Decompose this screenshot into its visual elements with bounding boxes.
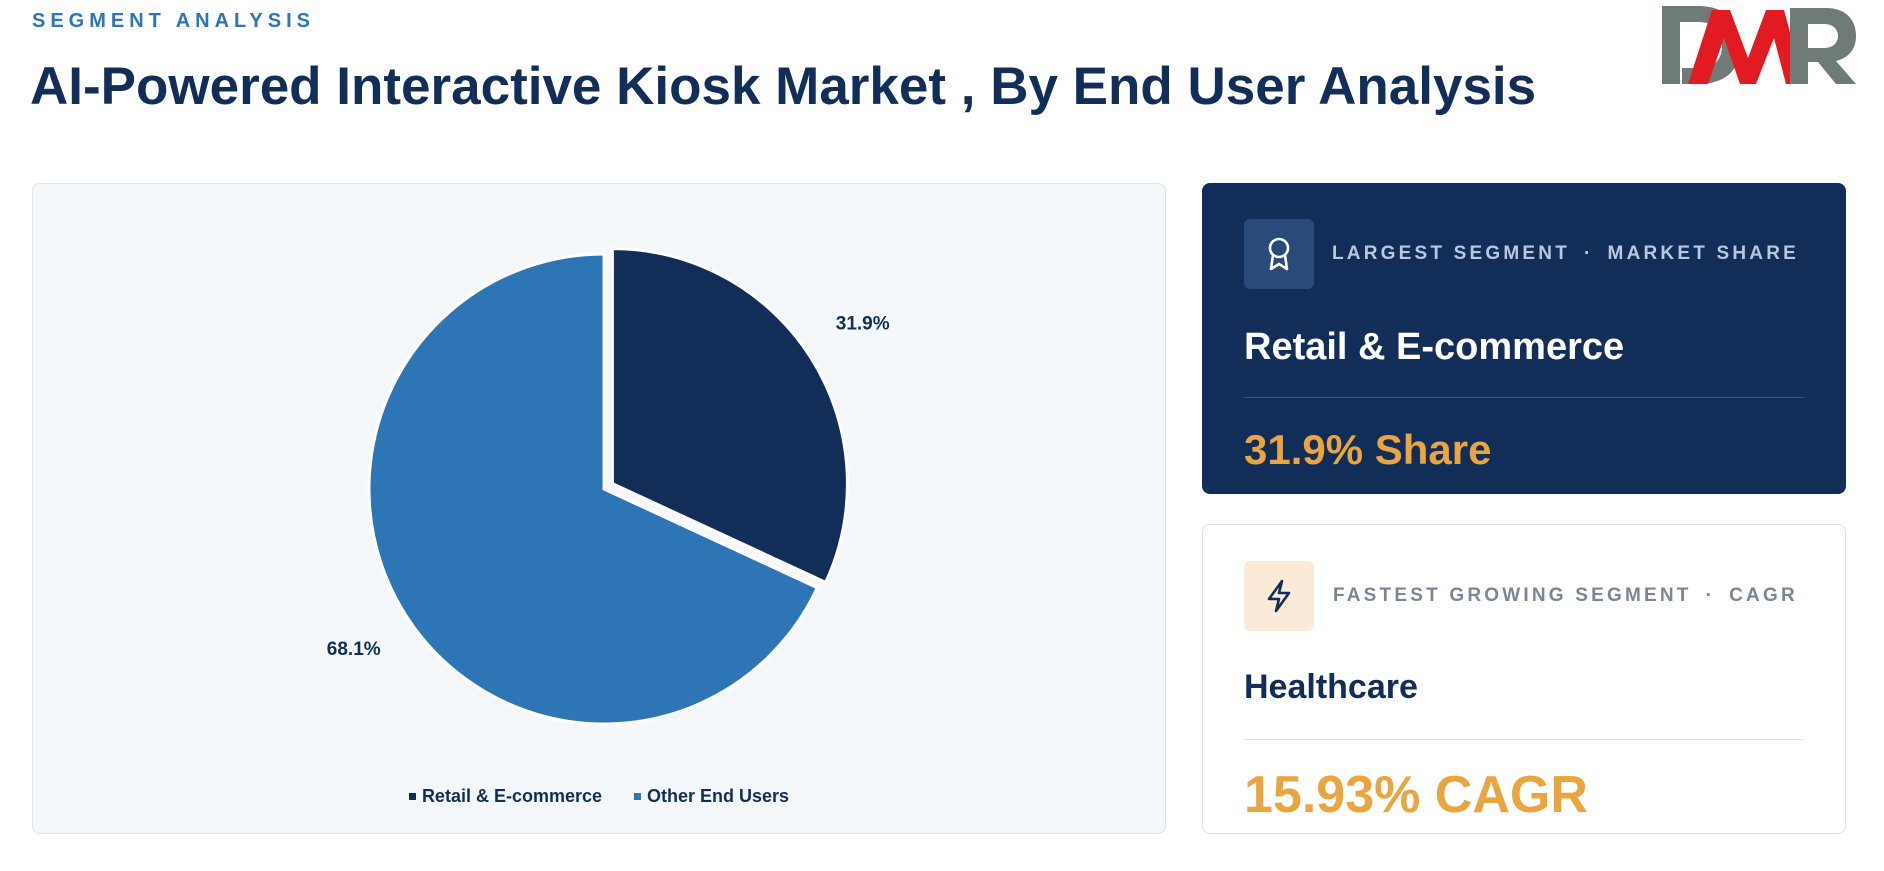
largest-segment-name: Retail & E-commerce	[1244, 326, 1625, 368]
fastest-segment-name: Healthcare	[1244, 668, 1418, 706]
pie-slice-retail	[610, 247, 849, 585]
fastest-kicker-left: FASTEST GROWING SEGMENT	[1333, 585, 1692, 606]
lightning-bolt-icon	[1244, 561, 1314, 631]
largest-segment-share: 31.9% Share	[1244, 426, 1492, 473]
legend-swatch-other	[634, 793, 642, 800]
award-ribbon-icon	[1244, 219, 1314, 289]
pie-label-other: 68.1%	[327, 639, 381, 660]
chart-panel: 31.9% 68.1% Retail & E-commerce Other End…	[32, 183, 1166, 834]
legend-label-other: Other End Users	[647, 786, 790, 806]
largest-kicker-left: LARGEST SEGMENT	[1332, 243, 1571, 264]
chart-legend: Retail & E-commerce Other End Users	[33, 786, 1165, 807]
legend-label-retail: Retail & E-commerce	[421, 786, 603, 806]
dmr-logo-mark	[1662, 6, 1856, 84]
legend-item-other: Other End Users	[634, 786, 789, 807]
dmr-logo	[1658, 0, 1858, 90]
fastest-kicker: FASTEST GROWING SEGMENT · CAGR	[1333, 585, 1798, 607]
kicker-separator: ·	[1705, 585, 1716, 606]
section-eyebrow: SEGMENT ANALYSIS	[32, 10, 315, 32]
pie-chart: 31.9% 68.1%	[327, 247, 890, 726]
largest-kicker: LARGEST SEGMENT · MARKET SHARE	[1332, 243, 1799, 265]
fastest-kicker-right: CAGR	[1729, 585, 1798, 606]
fastest-segment-cagr: 15.93% CAGR	[1244, 766, 1588, 824]
fastest-growing-card: FASTEST GROWING SEGMENT · CAGR Healthcare …	[1202, 524, 1846, 834]
largest-kicker-right: MARKET SHARE	[1607, 243, 1800, 264]
pie-slice-other	[367, 252, 820, 726]
kicker-separator: ·	[1584, 243, 1594, 264]
card-divider	[1244, 739, 1803, 740]
legend-item-retail: Retail & E-commerce	[408, 786, 603, 807]
page-title: AI-Powered Interactive Kiosk Market , By…	[30, 57, 1537, 116]
pie-label-retail: 31.9%	[836, 314, 890, 335]
card-divider	[1244, 397, 1804, 398]
largest-segment-card: LARGEST SEGMENT · MARKET SHARE Retail & E-…	[1202, 183, 1846, 494]
legend-swatch-retail	[408, 793, 416, 800]
